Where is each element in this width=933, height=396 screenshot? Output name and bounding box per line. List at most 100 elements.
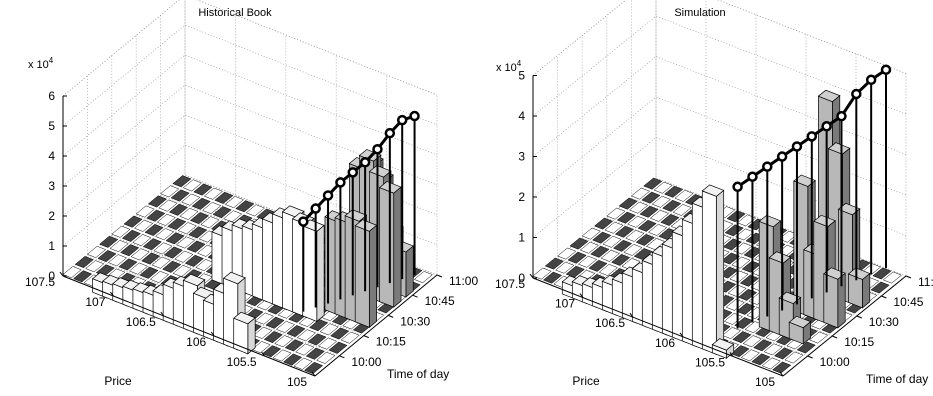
chart-simulation: Simulation x 104 Price Time of day 0 1 2 3 4… xyxy=(495,0,933,389)
floor-tile xyxy=(274,335,294,348)
path-marker xyxy=(865,74,877,86)
bar-top xyxy=(768,251,792,264)
time-tick-label: 10:00 xyxy=(820,355,850,369)
floor-tile xyxy=(172,175,192,188)
time-tick xyxy=(412,294,418,298)
path-line xyxy=(302,114,416,223)
bar-top xyxy=(827,142,851,155)
z-tick-label: 3 xyxy=(518,150,525,164)
time-tick xyxy=(363,335,369,339)
path-marker xyxy=(409,110,420,122)
floor-tile xyxy=(735,228,755,241)
floor-tile xyxy=(200,216,220,229)
time-tick xyxy=(436,274,443,278)
z-tick-label: 2 xyxy=(48,209,55,223)
path-marker xyxy=(359,157,371,168)
chart-historical-book: Historical Book x 104 Price Time of day … xyxy=(25,0,478,389)
floor-tile xyxy=(761,357,781,370)
floor-tile xyxy=(162,260,182,273)
floor-tile xyxy=(224,196,244,209)
floor-tile xyxy=(612,239,633,252)
bar xyxy=(701,184,725,356)
z-tick-label: 0 xyxy=(518,271,525,285)
floor-tile xyxy=(729,270,749,283)
bar-side xyxy=(715,189,725,356)
floor-tile xyxy=(62,266,82,279)
bar-front xyxy=(379,187,395,308)
floor-tile xyxy=(736,214,757,227)
path-marker xyxy=(747,171,758,182)
floor-tile xyxy=(172,264,192,277)
floor-tile xyxy=(726,210,746,223)
floor-tile xyxy=(602,235,622,248)
price-tick-label: 106.5 xyxy=(595,316,625,330)
price-tick-label: 105 xyxy=(755,375,775,389)
floor-tile xyxy=(569,237,589,250)
floor-tile xyxy=(870,281,890,294)
floor-tile xyxy=(639,205,659,218)
chart-title: Historical Book xyxy=(198,7,272,19)
floor-tile xyxy=(653,181,673,194)
floor-tile xyxy=(272,349,292,362)
bar-top xyxy=(182,273,206,287)
floor-tile xyxy=(144,223,164,236)
floor-tile xyxy=(184,254,204,267)
floor-tile xyxy=(872,267,892,280)
floor-tile xyxy=(542,271,563,284)
z-tick-label: 1 xyxy=(518,231,525,245)
floor-tile xyxy=(614,225,634,238)
path-marker xyxy=(851,88,862,100)
price-tick-label: 106 xyxy=(655,336,675,350)
floor-tile xyxy=(168,203,189,216)
path-marker xyxy=(396,114,408,126)
floor-tile xyxy=(532,267,552,280)
floor-tile xyxy=(739,274,759,287)
bar-top xyxy=(793,174,816,187)
path-marker xyxy=(384,127,396,139)
bar-side xyxy=(368,224,377,329)
path-marker xyxy=(322,190,334,201)
floor-tile xyxy=(637,219,657,232)
floor-tile xyxy=(151,256,171,269)
gridline-z xyxy=(62,24,438,127)
floor-tile xyxy=(284,339,304,352)
grid-top-edge xyxy=(62,0,438,97)
floor-tile xyxy=(753,339,773,352)
floor-tile xyxy=(167,218,187,231)
price-tick-label: 107.5 xyxy=(25,275,55,289)
floor-tile xyxy=(86,245,107,258)
floor-tile xyxy=(309,319,329,332)
floor-tile xyxy=(156,213,176,226)
floor-tile xyxy=(742,335,762,348)
floor-tile xyxy=(629,201,649,214)
bar xyxy=(788,315,812,345)
floor-tile xyxy=(179,207,199,220)
floor-tile xyxy=(141,252,161,265)
floor-tile xyxy=(296,329,317,342)
floor-tile xyxy=(254,312,275,325)
floor-tile xyxy=(720,252,741,265)
floor-tile xyxy=(139,266,159,279)
floor-tile xyxy=(606,207,626,220)
price-tick xyxy=(160,311,165,317)
floor-tile xyxy=(121,229,141,242)
floor-tile xyxy=(212,206,232,219)
price-axis-line xyxy=(62,275,316,377)
time-tick xyxy=(856,315,862,319)
floor-tile xyxy=(611,254,631,266)
floor-tile xyxy=(177,222,197,235)
floor-tile xyxy=(262,345,282,358)
floor-tile xyxy=(592,231,612,244)
floor-tile xyxy=(724,224,744,237)
floor-tile xyxy=(618,197,638,210)
time-tick xyxy=(881,295,887,299)
floor-tile xyxy=(203,187,223,200)
floor-tile xyxy=(630,187,651,200)
floor-tile xyxy=(567,251,587,264)
price-tick xyxy=(311,371,316,377)
floor-tile xyxy=(627,215,647,228)
floor-tile xyxy=(163,246,183,259)
bar-front xyxy=(302,225,318,322)
floor-tile xyxy=(130,248,150,261)
